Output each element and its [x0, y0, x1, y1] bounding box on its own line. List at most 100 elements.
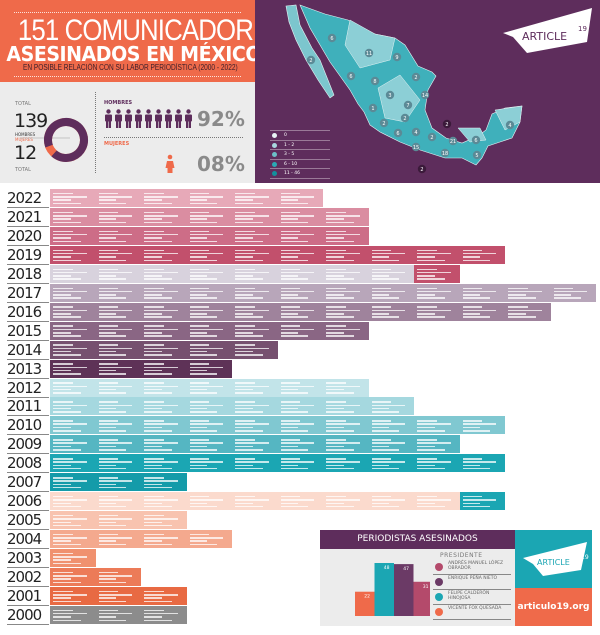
state-count: 8 — [373, 79, 376, 85]
state-marker-circle — [472, 150, 482, 160]
year-label: 2008 — [7, 455, 49, 474]
victim-entry — [323, 492, 369, 511]
man-icon — [135, 109, 142, 128]
state-marker: 15 — [411, 142, 421, 152]
victim-entry — [459, 283, 505, 302]
men-heading: HOMBRES — [104, 100, 133, 106]
state-marker-circle — [448, 136, 458, 146]
state-marker: 21 — [448, 136, 458, 146]
victim-entry — [368, 302, 414, 321]
victim-entry — [141, 207, 187, 226]
victim-entry — [186, 454, 232, 473]
victim-entry — [232, 226, 278, 245]
victim-entry — [186, 264, 232, 283]
state-marker: 3 — [385, 90, 395, 100]
victim-entry — [277, 492, 323, 511]
victim-entry — [186, 189, 232, 207]
victim-entry — [50, 226, 96, 245]
state-marker: 6 — [346, 71, 356, 81]
women-heading: MUJERES — [104, 141, 130, 147]
year-label: 2014 — [7, 341, 49, 360]
legend-label: 3 - 5 — [284, 152, 295, 157]
year-label: 2015 — [7, 322, 49, 341]
victim-entry — [50, 397, 96, 416]
state-count: 9 — [395, 55, 398, 61]
legend-item: 11 - 46 — [270, 169, 330, 179]
victim-entry — [459, 245, 505, 264]
victim-entry — [414, 492, 460, 511]
state-count: 4 — [414, 130, 417, 136]
bar — [394, 564, 414, 616]
mexico-mainland — [299, 4, 523, 166]
victim-entry — [186, 378, 232, 397]
state-marker: 4 — [505, 120, 515, 130]
victim-entry — [95, 207, 141, 226]
article19-logo-sup: 19 — [578, 25, 587, 33]
legend-dot — [435, 578, 443, 586]
state-marker-circle — [442, 119, 452, 129]
bar-label: 22 — [364, 594, 370, 600]
legend-title: PRESIDENTE — [440, 552, 483, 559]
victim-entry — [232, 454, 278, 473]
divider — [14, 12, 241, 13]
victim-entry — [232, 207, 278, 226]
state-marker: 11 — [364, 48, 374, 58]
state-count: 6 — [330, 36, 333, 42]
victim-entry — [50, 264, 96, 283]
legend-dot — [435, 608, 443, 616]
victim-entry — [50, 511, 96, 530]
victim-entry — [277, 302, 323, 321]
victim-entry — [50, 207, 96, 226]
chart-legend-item: VICENTE FOX QUESADA — [433, 606, 511, 620]
victim-entry — [186, 302, 232, 321]
victim-entry — [232, 302, 278, 321]
victim-entry — [186, 397, 232, 416]
victim-entry — [323, 378, 369, 397]
victim-entry — [323, 454, 369, 473]
legend-swatch — [272, 161, 277, 167]
victim-entry — [277, 378, 323, 397]
legend-label: FELIPE CALDERÓN HINOJOSA — [448, 591, 490, 601]
victim-entry — [323, 283, 369, 302]
legend-swatch — [272, 133, 277, 138]
state-marker: 6 — [471, 135, 481, 145]
legend-label: VICENTE FOX QUESADA — [448, 606, 502, 611]
victim-entry — [95, 605, 141, 624]
man-icon — [125, 109, 132, 128]
state-marker-circle — [368, 103, 378, 113]
state-count: 6 — [349, 74, 352, 80]
victim-entry — [95, 264, 141, 283]
bar — [374, 563, 394, 616]
victim-entry — [141, 605, 187, 624]
year-label: 2022 — [7, 190, 49, 208]
lighter-states — [344, 19, 523, 143]
victim-entry — [95, 245, 141, 264]
legend-label: 11 - 46 — [284, 171, 300, 176]
state-count: 2 — [403, 116, 406, 122]
state-marker-circle — [364, 48, 374, 58]
victim-entry — [50, 454, 96, 473]
footer-logo-sup: 19 — [581, 554, 589, 561]
chart-title: PERIODISTAS ASESINADOS — [320, 530, 515, 549]
victim-entry — [95, 511, 141, 530]
victim-entry — [277, 189, 323, 207]
legend-item: 3 - 5 — [270, 150, 330, 160]
year-label: 2018 — [7, 265, 49, 284]
victim-entry — [50, 549, 96, 568]
men-total: 139 — [14, 110, 48, 132]
year-label: 2006 — [7, 493, 49, 512]
year-label: 2000 — [7, 606, 49, 625]
victim-entry — [95, 454, 141, 473]
victim-entry — [95, 340, 141, 359]
divider — [270, 125, 330, 131]
victim-entry — [277, 245, 323, 264]
state-marker-circle — [306, 55, 316, 65]
victim-entry — [232, 264, 278, 283]
victim-entry — [50, 302, 96, 321]
victim-entry — [95, 530, 141, 549]
state-count: 4 — [508, 123, 511, 129]
year-label: 2007 — [7, 474, 49, 493]
victim-entry — [232, 397, 278, 416]
total-label: TOTAL — [15, 101, 31, 107]
website-link[interactable]: articulo19.org — [515, 588, 592, 626]
